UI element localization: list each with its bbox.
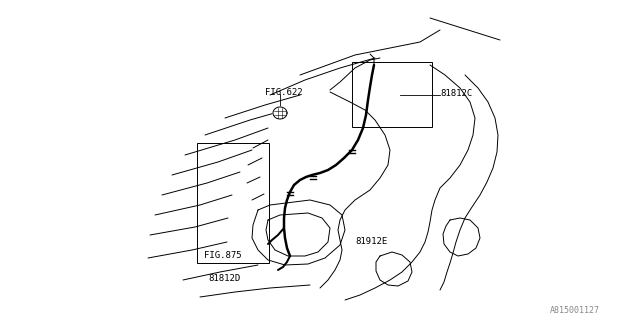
Bar [197, 143, 269, 263]
Text: FIG.875: FIG.875 [204, 251, 242, 260]
Text: FIG.622: FIG.622 [265, 88, 303, 97]
Polygon shape [273, 107, 287, 119]
Bar [352, 62, 432, 127]
Text: 81812C: 81812C [440, 89, 472, 98]
Text: 81912E: 81912E [355, 237, 387, 246]
Text: 81812D: 81812D [208, 274, 240, 283]
Text: A815001127: A815001127 [550, 306, 600, 315]
